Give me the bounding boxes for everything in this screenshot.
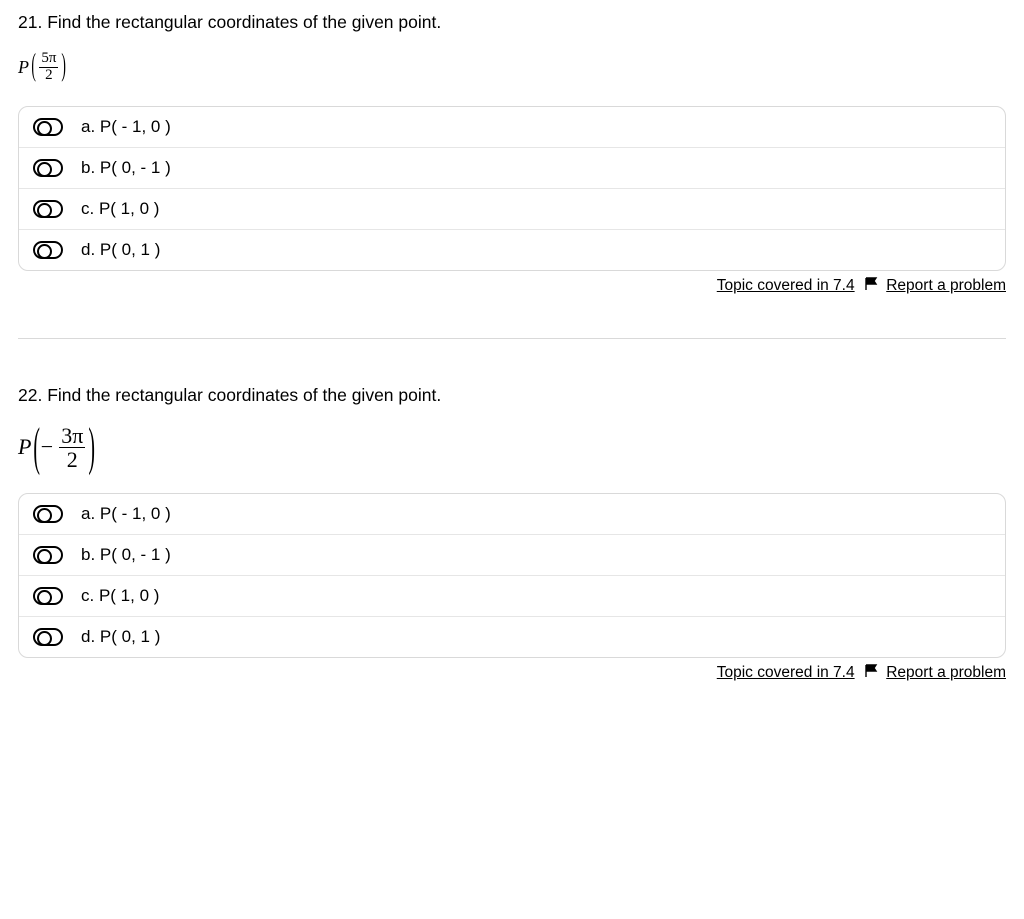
question-number: 22. [18, 385, 42, 405]
choice-label: d. P( 0, 1 ) [81, 627, 160, 647]
toggle-icon[interactable] [33, 118, 63, 136]
topic-link[interactable]: Topic covered in 7.4 [717, 664, 855, 681]
flag-icon [865, 277, 880, 296]
toggle-icon[interactable] [33, 241, 63, 259]
choice-label: a. P( - 1, 0 ) [81, 504, 171, 524]
point-letter: P [18, 434, 31, 460]
question-footer: Topic covered in 7.4 Report a problem [18, 664, 1006, 683]
fraction-denominator: 2 [43, 68, 55, 84]
answer-choice-a[interactable]: a. P( - 1, 0 ) [19, 107, 1005, 147]
negative-sign: − [41, 434, 56, 460]
report-problem-link[interactable]: Report a problem [886, 664, 1006, 681]
question-text: Find the rectangular coordinates of the … [47, 12, 441, 32]
question-prompt: 22. Find the rectangular coordinates of … [18, 385, 1006, 406]
answer-choice-d[interactable]: d. P( 0, 1 ) [19, 616, 1005, 657]
question-footer: Topic covered in 7.4 Report a problem [18, 277, 1006, 296]
answer-choice-d[interactable]: d. P( 0, 1 ) [19, 229, 1005, 270]
open-paren: ( [34, 421, 41, 474]
toggle-icon[interactable] [33, 546, 63, 564]
topic-link[interactable]: Topic covered in 7.4 [717, 277, 855, 294]
answer-choices: a. P( - 1, 0 ) b. P( 0, - 1 ) c. P( 1, 0… [18, 493, 1006, 658]
answer-choices: a. P( - 1, 0 ) b. P( 0, - 1 ) c. P( 1, 0… [18, 106, 1006, 271]
fraction: 3π 2 [59, 424, 85, 471]
fraction-numerator: 3π [59, 424, 85, 448]
fraction-denominator: 2 [65, 448, 80, 471]
question-block-22: 22. Find the rectangular coordinates of … [18, 381, 1006, 683]
report-problem-link[interactable]: Report a problem [886, 277, 1006, 294]
point-letter: P [18, 57, 29, 78]
fraction-numerator: 5π [39, 51, 58, 68]
close-paren: ) [89, 421, 96, 474]
toggle-icon[interactable] [33, 505, 63, 523]
math-expression: P ( 5π 2 ) [18, 51, 1006, 84]
answer-choice-b[interactable]: b. P( 0, - 1 ) [19, 534, 1005, 575]
choice-label: a. P( - 1, 0 ) [81, 117, 171, 137]
question-block-21: 21. Find the rectangular coordinates of … [18, 8, 1006, 296]
question-prompt: 21. Find the rectangular coordinates of … [18, 12, 1006, 33]
answer-choice-c[interactable]: c. P( 1, 0 ) [19, 575, 1005, 616]
question-text: Find the rectangular coordinates of the … [47, 385, 441, 405]
choice-label: c. P( 1, 0 ) [81, 199, 159, 219]
close-paren: ) [62, 51, 67, 83]
divider [18, 338, 1006, 339]
flag-icon [865, 664, 880, 683]
toggle-icon[interactable] [33, 200, 63, 218]
choice-label: b. P( 0, - 1 ) [81, 158, 171, 178]
choice-label: b. P( 0, - 1 ) [81, 545, 171, 565]
answer-choice-c[interactable]: c. P( 1, 0 ) [19, 188, 1005, 229]
toggle-icon[interactable] [33, 159, 63, 177]
math-expression: P ( − 3π 2 ) [18, 424, 1006, 471]
choice-label: d. P( 0, 1 ) [81, 240, 160, 260]
open-paren: ( [31, 51, 36, 83]
fraction: 5π 2 [39, 51, 58, 84]
choice-label: c. P( 1, 0 ) [81, 586, 159, 606]
answer-choice-a[interactable]: a. P( - 1, 0 ) [19, 494, 1005, 534]
toggle-icon[interactable] [33, 587, 63, 605]
question-number: 21. [18, 12, 42, 32]
toggle-icon[interactable] [33, 628, 63, 646]
answer-choice-b[interactable]: b. P( 0, - 1 ) [19, 147, 1005, 188]
